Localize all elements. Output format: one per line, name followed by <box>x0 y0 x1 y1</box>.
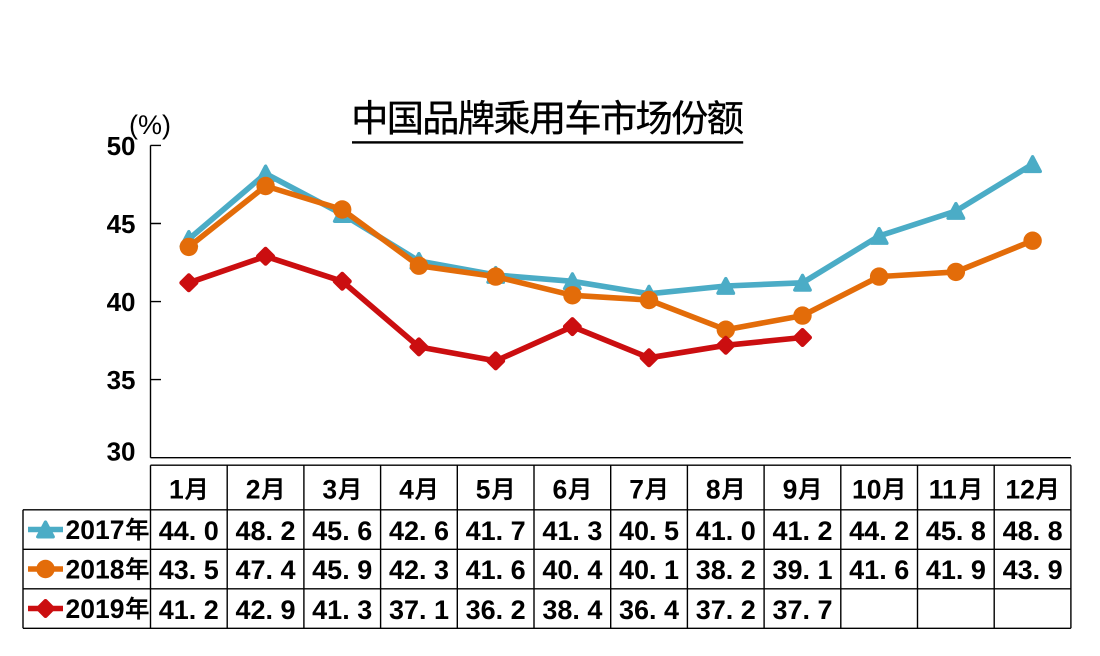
svg-text:40. 1: 40. 1 <box>619 555 679 585</box>
svg-text:37. 1: 37. 1 <box>389 595 449 625</box>
svg-text:39. 1: 39. 1 <box>772 555 832 585</box>
svg-text:41. 6: 41. 6 <box>849 555 909 585</box>
svg-text:44. 2: 44. 2 <box>849 516 909 546</box>
svg-text:5: 5 <box>476 475 491 505</box>
svg-text:41. 7: 41. 7 <box>466 516 526 546</box>
svg-text:2017: 2017 <box>66 515 125 545</box>
svg-text:36. 4: 36. 4 <box>619 595 679 625</box>
svg-text:8: 8 <box>706 475 721 505</box>
svg-text:41. 2: 41. 2 <box>772 516 832 546</box>
svg-text:45. 6: 45. 6 <box>312 516 372 546</box>
svg-text:40: 40 <box>107 287 136 317</box>
svg-text:45: 45 <box>107 209 136 239</box>
svg-text:43. 5: 43. 5 <box>159 555 219 585</box>
svg-text:43. 9: 43. 9 <box>1003 555 1063 585</box>
svg-text:(%): (%) <box>129 110 171 140</box>
svg-text:45. 8: 45. 8 <box>926 516 986 546</box>
svg-text:41. 3: 41. 3 <box>312 595 372 625</box>
svg-text:9: 9 <box>783 475 798 505</box>
svg-text:35: 35 <box>107 365 136 395</box>
svg-text:6: 6 <box>553 475 568 505</box>
svg-text:3: 3 <box>322 475 337 505</box>
svg-text:50: 50 <box>107 131 136 161</box>
svg-text:37. 7: 37. 7 <box>772 595 832 625</box>
svg-text:1: 1 <box>169 475 184 505</box>
svg-text:42. 6: 42. 6 <box>389 516 449 546</box>
svg-text:7: 7 <box>629 475 644 505</box>
svg-text:4: 4 <box>399 475 414 505</box>
svg-text:2: 2 <box>246 475 261 505</box>
svg-text:48. 2: 48. 2 <box>235 516 295 546</box>
svg-text:11: 11 <box>929 475 957 505</box>
svg-text:37. 2: 37. 2 <box>696 595 756 625</box>
svg-text:41. 9: 41. 9 <box>926 555 986 585</box>
svg-text:38. 4: 38. 4 <box>542 595 602 625</box>
svg-text:12: 12 <box>1005 475 1034 505</box>
svg-text:2019: 2019 <box>66 594 125 624</box>
svg-text:42. 9: 42. 9 <box>235 595 295 625</box>
svg-text:41. 3: 41. 3 <box>542 516 602 546</box>
svg-text:42. 3: 42. 3 <box>389 555 449 585</box>
svg-text:41. 0: 41. 0 <box>696 516 756 546</box>
svg-text:41. 2: 41. 2 <box>159 595 219 625</box>
svg-text:48. 8: 48. 8 <box>1003 516 1063 546</box>
svg-text:45. 9: 45. 9 <box>312 555 372 585</box>
svg-text:47. 4: 47. 4 <box>235 555 295 585</box>
svg-text:40. 4: 40. 4 <box>542 555 602 585</box>
svg-text:41. 6: 41. 6 <box>466 555 526 585</box>
svg-text:30: 30 <box>107 437 136 467</box>
svg-text:44. 0: 44. 0 <box>159 516 219 546</box>
svg-text:10: 10 <box>852 475 881 505</box>
svg-text:2018: 2018 <box>66 555 125 585</box>
svg-text:40. 5: 40. 5 <box>619 516 679 546</box>
svg-text:36. 2: 36. 2 <box>466 595 526 625</box>
svg-text:38. 2: 38. 2 <box>696 555 756 585</box>
